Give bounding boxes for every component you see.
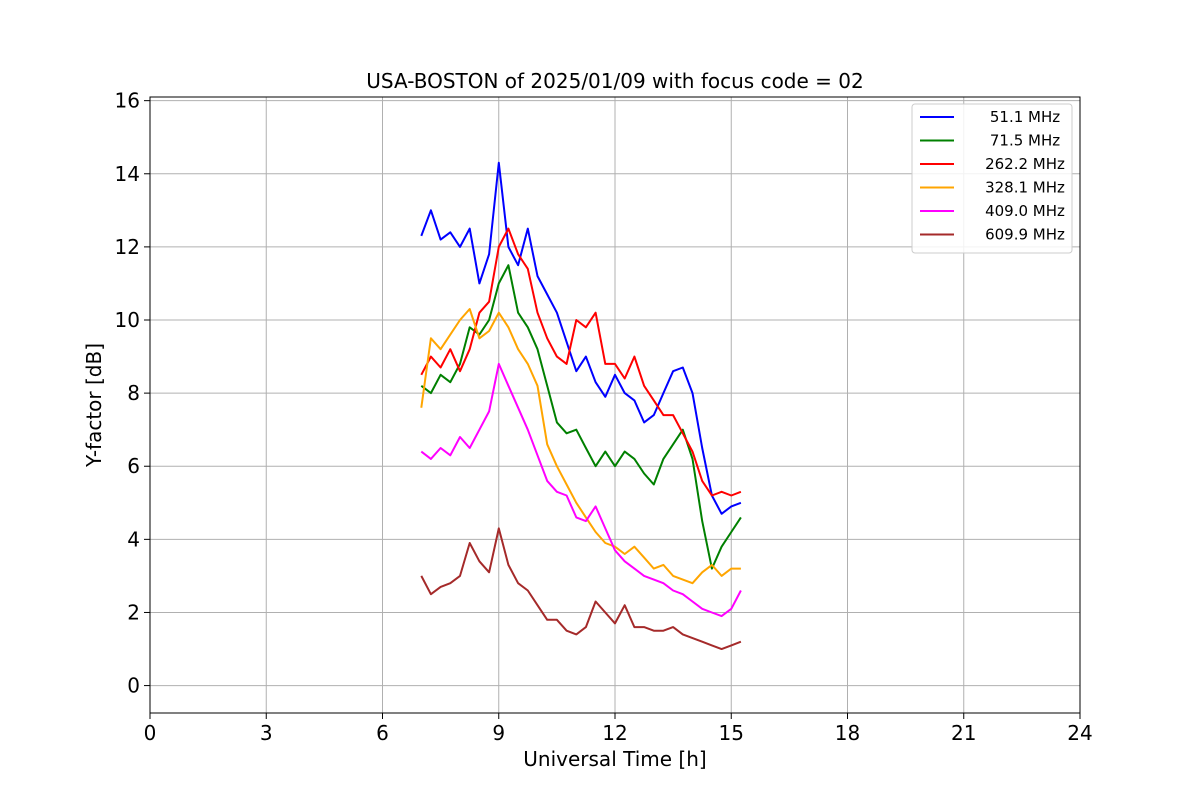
x-tick-label: 24 — [1067, 721, 1092, 745]
x-tick-label: 15 — [719, 721, 744, 745]
series-line-5 — [420, 527, 742, 650]
x-tick-label: 3 — [260, 721, 273, 745]
series-group — [420, 161, 742, 650]
x-tick-label: 0 — [144, 721, 157, 745]
y-tick-label: 6 — [127, 454, 140, 478]
y-tick-label: 2 — [127, 600, 140, 624]
legend-label-5: 609.9 MHz — [985, 226, 1065, 244]
y-tick-label: 14 — [115, 162, 140, 186]
series-line-4 — [420, 362, 742, 618]
y-tick-label: 10 — [115, 308, 140, 332]
legend-label-3: 328.1 MHz — [985, 179, 1065, 197]
chart-title: USA-BOSTON of 2025/01/09 with focus code… — [366, 69, 863, 93]
x-tick-label: 18 — [835, 721, 860, 745]
legend-label-1: 71.5 MHz — [990, 132, 1060, 150]
y-tick-label: 4 — [127, 527, 140, 551]
series-line-3 — [420, 308, 741, 585]
series-line-2 — [420, 227, 742, 497]
legend-label-0: 51.1 MHz — [990, 108, 1060, 126]
y-tick-label: 16 — [115, 89, 140, 113]
legend: 51.1 MHz 71.5 MHz 262.2 MHz 328.1 MHz 409.0 … — [911, 103, 1073, 254]
y-tick-label: 8 — [127, 381, 140, 405]
legend-label-2: 262.2 MHz — [985, 155, 1065, 173]
x-axis-label: Universal Time [h] — [523, 747, 706, 771]
x-tick-label: 12 — [602, 721, 627, 745]
y-tick-label: 0 — [127, 674, 140, 698]
x-tick-label: 9 — [492, 721, 505, 745]
x-tick-label: 6 — [376, 721, 389, 745]
legend-label-4: 409.0 MHz — [985, 202, 1065, 220]
x-tick-label: 21 — [951, 721, 976, 745]
series-line-0 — [420, 161, 742, 515]
y-tick-label: 12 — [115, 235, 140, 259]
y-axis-label: Y-factor [dB] — [82, 343, 106, 468]
